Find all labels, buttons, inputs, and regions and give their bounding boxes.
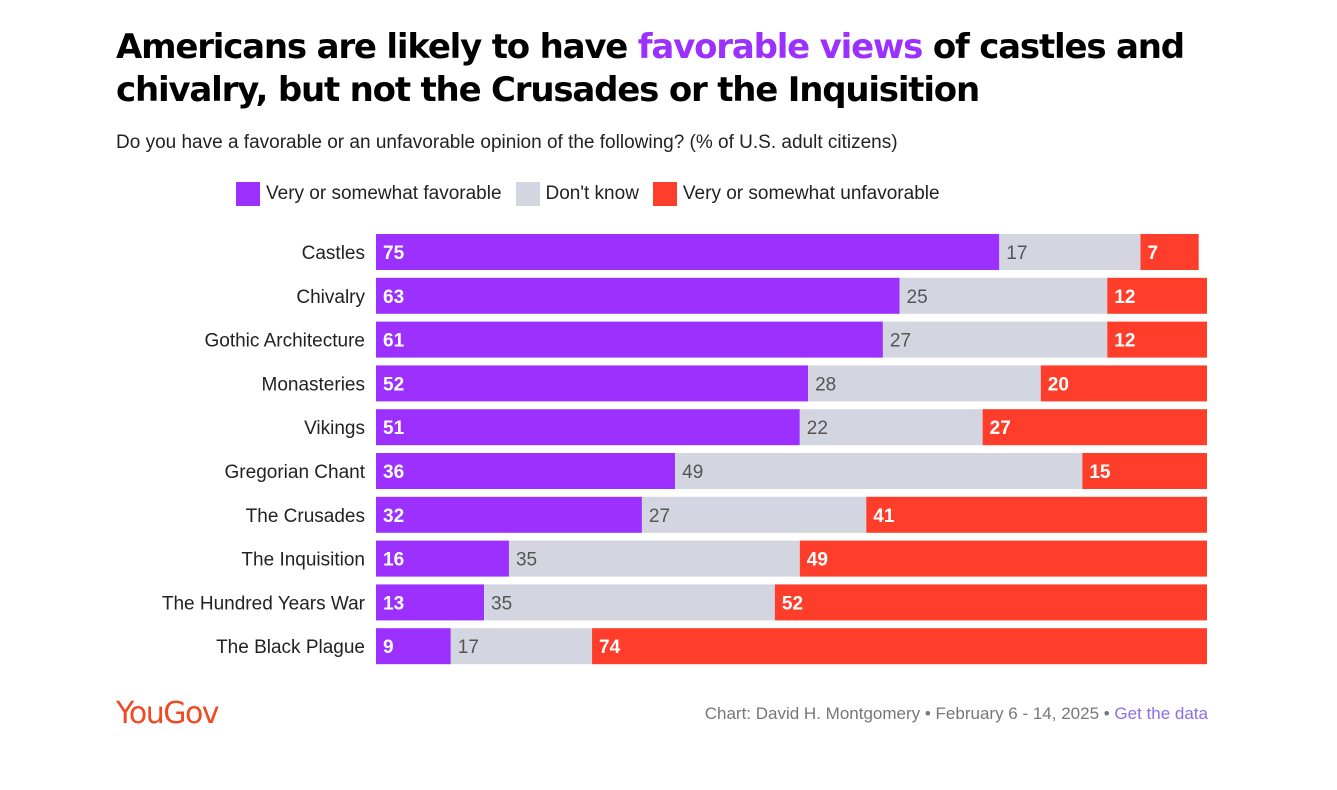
data-label-unfavorable: 41 bbox=[873, 506, 895, 527]
bar-segment-favorable bbox=[376, 234, 1000, 270]
bar-segment-unfavorable bbox=[1040, 365, 1207, 402]
bar-segment-dont-know bbox=[508, 540, 800, 577]
legend-swatch-dont-know bbox=[515, 182, 540, 206]
bar-segment-unfavorable bbox=[1107, 277, 1207, 314]
bar-segment-favorable bbox=[376, 365, 809, 402]
category-label: Gothic Architecture bbox=[204, 331, 365, 352]
data-label-dont-know: 27 bbox=[890, 331, 911, 352]
bar-segment-dont-know bbox=[675, 453, 1083, 489]
bar-segment-unfavorable bbox=[799, 540, 1207, 577]
legend-label-dont-know: Don't know bbox=[545, 183, 639, 204]
chart-credit: Chart: David H. Montgomery • February 6 … bbox=[705, 704, 1208, 724]
bar-segment-favorable bbox=[376, 496, 642, 533]
title-highlight: favorable views bbox=[637, 27, 924, 67]
data-label-unfavorable: 15 bbox=[1089, 462, 1111, 483]
data-label-favorable: 13 bbox=[383, 593, 404, 614]
yougov-logo: YouGov bbox=[116, 696, 220, 731]
data-label-favorable: 75 bbox=[383, 243, 405, 264]
data-label-unfavorable: 12 bbox=[1114, 287, 1135, 308]
category-label: Chivalry bbox=[296, 287, 365, 308]
data-label-dont-know: 49 bbox=[682, 462, 703, 483]
bar-segment-favorable bbox=[376, 277, 900, 314]
data-label-unfavorable: 12 bbox=[1114, 331, 1135, 352]
legend-swatch-favorable bbox=[236, 182, 260, 206]
title-text-after: of castles and chivalry, but not the Cru… bbox=[116, 27, 1185, 110]
bar-segment-dont-know bbox=[484, 584, 775, 621]
data-label-dont-know: 28 bbox=[815, 374, 836, 395]
bar-segment-dont-know bbox=[899, 277, 1108, 314]
data-label-dont-know: 35 bbox=[516, 550, 537, 571]
bar-segment-dont-know bbox=[808, 365, 1041, 402]
legend-item-unfavorable: Very or somewhat unfavorable bbox=[652, 182, 940, 206]
chart-title: Americans are likely to have favorable v… bbox=[116, 26, 1236, 112]
category-label: Vikings bbox=[304, 418, 365, 439]
bar-segment-favorable bbox=[376, 540, 509, 577]
data-label-favorable: 52 bbox=[383, 374, 404, 395]
bar-segment-dont-know bbox=[799, 409, 983, 446]
bar-segment-unfavorable bbox=[1082, 453, 1207, 489]
data-label-unfavorable: 20 bbox=[1048, 374, 1069, 395]
data-label-dont-know: 27 bbox=[649, 506, 670, 527]
category-label: Monasteries bbox=[262, 374, 366, 395]
bar-segment-favorable bbox=[376, 321, 883, 358]
category-label: Castles bbox=[302, 243, 365, 264]
data-label-favorable: 36 bbox=[383, 462, 404, 483]
bar-segment-favorable bbox=[376, 628, 451, 665]
data-label-dont-know: 17 bbox=[1006, 243, 1027, 264]
bar-segment-unfavorable bbox=[982, 409, 1207, 446]
data-label-unfavorable: 27 bbox=[990, 418, 1011, 439]
data-label-dont-know: 35 bbox=[491, 593, 512, 614]
bar-segment-unfavorable bbox=[774, 584, 1207, 621]
get-the-data-link[interactable]: Get the data bbox=[1114, 704, 1208, 723]
legend-item-dont-know: Don't know bbox=[515, 182, 639, 206]
category-label: Gregorian Chant bbox=[225, 462, 366, 483]
legend: Very or somewhat favorable Don't know Ve… bbox=[236, 182, 954, 206]
title-text-before: Americans are likely to have bbox=[116, 27, 638, 67]
bar-segment-dont-know bbox=[450, 628, 593, 665]
bar-segment-dont-know bbox=[999, 234, 1141, 270]
bar-segment-unfavorable bbox=[1140, 234, 1199, 270]
category-label: The Crusades bbox=[246, 506, 365, 527]
data-label-unfavorable: 49 bbox=[807, 550, 828, 571]
data-label-favorable: 51 bbox=[383, 418, 405, 439]
data-label-unfavorable: 52 bbox=[782, 593, 803, 614]
bar-segment-unfavorable bbox=[1107, 321, 1207, 358]
bar-segment-dont-know bbox=[882, 321, 1108, 358]
data-label-favorable: 16 bbox=[383, 550, 404, 571]
credit-text: Chart: David H. Montgomery • February 6 … bbox=[704, 704, 1115, 723]
legend-item-favorable: Very or somewhat favorable bbox=[236, 182, 502, 206]
bar-segment-favorable bbox=[376, 409, 800, 446]
bar-segment-unfavorable bbox=[592, 628, 1207, 665]
bar-segment-dont-know bbox=[641, 496, 867, 533]
category-label: The Hundred Years War bbox=[162, 593, 366, 614]
category-label: The Inquisition bbox=[241, 550, 365, 571]
chart-subtitle: Do you have a favorable or an unfavorabl… bbox=[116, 132, 898, 153]
data-label-dont-know: 17 bbox=[458, 637, 479, 658]
bar-segment-favorable bbox=[376, 584, 485, 621]
data-label-favorable: 63 bbox=[383, 287, 404, 308]
legend-label-unfavorable: Very or somewhat unfavorable bbox=[682, 183, 940, 204]
data-label-dont-know: 25 bbox=[907, 287, 928, 308]
bar-segment-favorable bbox=[376, 453, 676, 489]
category-label: The Black Plague bbox=[216, 637, 365, 658]
data-label-favorable: 32 bbox=[383, 506, 404, 527]
data-label-unfavorable: 74 bbox=[599, 637, 621, 658]
legend-swatch-unfavorable bbox=[652, 182, 677, 206]
legend-label-favorable: Very or somewhat favorable bbox=[266, 183, 502, 204]
data-label-unfavorable: 7 bbox=[1148, 243, 1159, 264]
data-label-favorable: 9 bbox=[383, 637, 394, 658]
data-label-dont-know: 22 bbox=[807, 418, 828, 439]
bar-segment-unfavorable bbox=[866, 496, 1207, 533]
data-label-favorable: 61 bbox=[383, 331, 405, 352]
